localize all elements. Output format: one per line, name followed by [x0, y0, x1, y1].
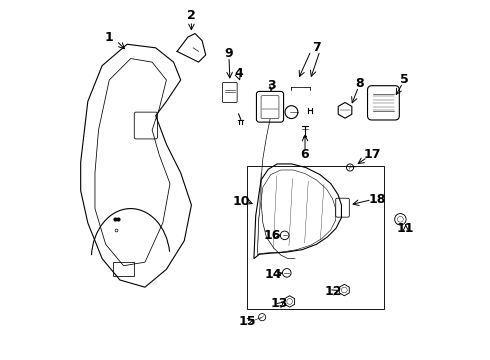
- Text: 14: 14: [265, 268, 282, 281]
- Text: 3: 3: [268, 79, 276, 92]
- Text: 17: 17: [363, 148, 381, 162]
- Text: 10: 10: [233, 195, 250, 208]
- Text: 11: 11: [397, 222, 415, 235]
- Bar: [247, 166, 384, 309]
- Text: 16: 16: [264, 229, 281, 242]
- Text: 4: 4: [234, 67, 243, 80]
- Text: 8: 8: [355, 77, 364, 90]
- Text: 1: 1: [105, 31, 114, 44]
- Text: 9: 9: [224, 47, 233, 60]
- Text: 2: 2: [187, 9, 196, 22]
- Text: 18: 18: [368, 193, 386, 206]
- Text: 7: 7: [312, 41, 321, 54]
- Text: 5: 5: [399, 73, 408, 86]
- Text: 15: 15: [239, 315, 256, 328]
- Text: 12: 12: [325, 285, 343, 298]
- Text: 6: 6: [301, 148, 309, 162]
- Text: 13: 13: [270, 297, 288, 310]
- Bar: [113, 262, 134, 276]
